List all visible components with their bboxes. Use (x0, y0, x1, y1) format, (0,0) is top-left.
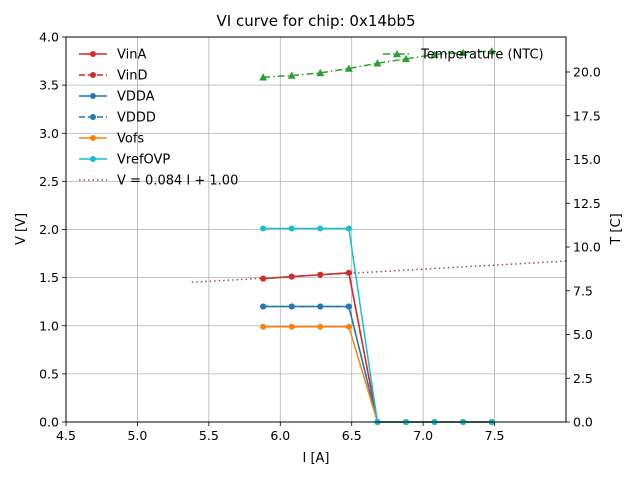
legend-marker-temperature-ntc (393, 50, 401, 58)
y2-tick-label: 0.0 (573, 415, 593, 430)
data-point-vofs (317, 323, 324, 330)
legend-marker-vina (90, 51, 96, 57)
y-axis-label: V [V] (14, 213, 29, 245)
legend-label-vina: VinA (117, 48, 146, 63)
y2-tick-label: 7.5 (573, 283, 593, 298)
y2-tick-label: 15.0 (573, 152, 601, 167)
x-axis-label: I [A] (302, 451, 329, 466)
data-point-vrefovp (288, 225, 295, 232)
data-point-vrefovp (317, 225, 324, 232)
data-point-temperature-ntc (344, 64, 353, 72)
legend-label-vind: VinD (117, 69, 147, 84)
y-tick-label: 3.5 (39, 78, 59, 93)
data-point-vrefovp (260, 225, 267, 232)
legend-label-vofs: Vofs (117, 132, 144, 147)
legend-left: VinA VinD VDDA VDDD Vofs VrefOVP V = 0.084 I +… (79, 48, 238, 189)
legend-label-vrefovp: VrefOVP (117, 153, 170, 168)
y-tick-label: 4.0 (39, 30, 59, 45)
data-point-vddd (288, 303, 295, 310)
x-tick-label: 7.5 (485, 428, 505, 443)
data-point-temperature-ntc (487, 47, 496, 55)
y2-tick-label: 20.0 (573, 65, 601, 80)
series-line-vofs (263, 325, 492, 423)
data-point-temperature-ntc (287, 71, 296, 79)
y2-tick-label: 12.5 (573, 196, 601, 211)
data-point-temperature-ntc (430, 50, 439, 58)
legend-label-v-0-084-i-1-00: V = 0.084 I + 1.00 (117, 174, 238, 189)
series-line-v-0-084-i-1-00 (191, 260, 567, 283)
data-point-vddd (317, 303, 324, 310)
series-line-vrefovp (263, 227, 492, 423)
data-point-temperature-ntc (402, 54, 410, 63)
legend-marker-vdda (90, 93, 96, 99)
chart-title: VI curve for chip: 0x14bb5 (217, 12, 416, 30)
y-tick-label: 2.0 (39, 222, 59, 237)
data-point-temperature-ntc (373, 59, 382, 67)
x-tick-label: 6.0 (270, 428, 290, 443)
legend-marker-vrefovp (90, 156, 96, 162)
y2-tick-label: 10.0 (573, 240, 601, 255)
y-tick-label: 2.5 (39, 174, 59, 189)
y2-tick-label: 17.5 (573, 108, 601, 123)
data-point-vddd (260, 303, 267, 310)
series-line-vdda (263, 305, 492, 423)
data-point-vrefovp (345, 225, 352, 232)
data-point-temperature-ntc (259, 73, 268, 81)
series-layer (191, 47, 567, 425)
legend-marker-vddd (90, 114, 96, 120)
legend-marker-vofs (90, 135, 96, 141)
x-tick-label: 6.5 (342, 428, 362, 443)
y-tick-label: 3.0 (39, 126, 59, 141)
x-tick-label: 4.5 (56, 428, 76, 443)
axes: 4.5 5.0 5.5 6.0 6.5 7.0 7.5 0.0 0.5 1.0 1.5 2.0 2.5 3… (39, 30, 601, 444)
series-line-temperature-ntc (263, 50, 492, 78)
data-point-vind (345, 269, 352, 276)
legend-label-vddd: VDDD (117, 111, 156, 126)
data-point-temperature-ntc (459, 48, 468, 56)
y-tick-label: 1.5 (39, 270, 59, 285)
data-point-vofs (345, 323, 352, 330)
y-tick-label: 0.5 (39, 366, 59, 381)
y2-tick-label: 2.5 (573, 371, 593, 386)
y-tick-label: 1.0 (39, 318, 59, 333)
legend-right: Temperature (NTC) (383, 48, 544, 63)
data-point-temperature-ntc (316, 68, 325, 77)
series-line-vina (263, 272, 492, 423)
legend-marker-vind (90, 72, 96, 78)
grid (65, 36, 566, 423)
legend-label-temperature-ntc: Temperature (NTC) (420, 48, 544, 63)
data-point-vofs (260, 323, 267, 330)
y-tick-label: 0.0 (39, 415, 59, 430)
series-line-vddd (263, 305, 492, 423)
x-tick-label: 5.0 (127, 428, 147, 443)
data-point-vind (260, 275, 267, 282)
data-point-vind (317, 271, 324, 278)
x-tick-label: 5.5 (199, 428, 219, 443)
x-tick-label: 7.0 (413, 428, 433, 443)
legend-label-vdda: VDDA (117, 90, 155, 105)
data-point-vddd (345, 303, 352, 310)
series-line-vind (263, 272, 492, 423)
y2-tick-label: 5.0 (573, 327, 593, 342)
y2-axis-label: T [C] (609, 213, 624, 245)
data-point-vofs (288, 323, 295, 330)
